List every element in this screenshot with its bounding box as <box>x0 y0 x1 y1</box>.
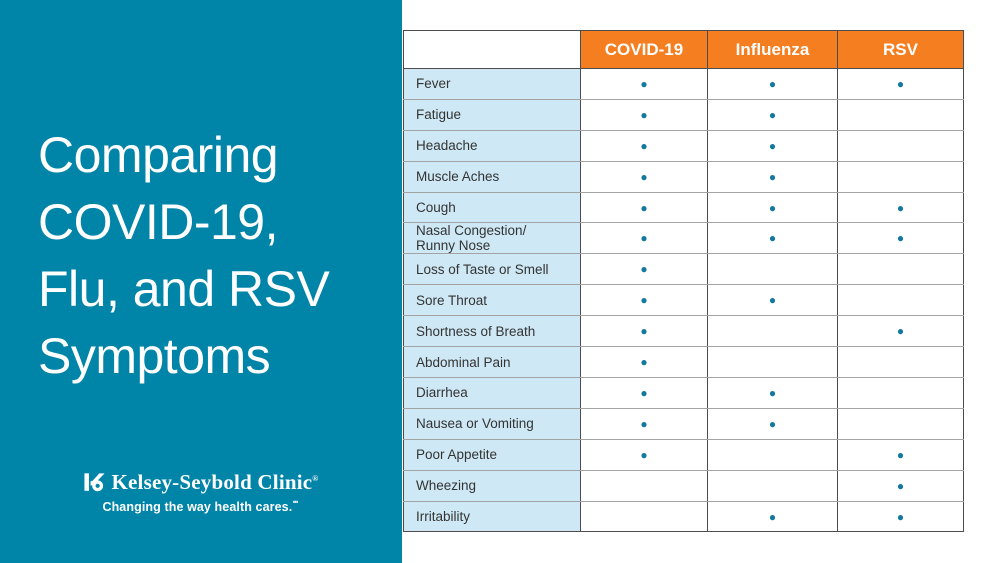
covid-dot-cell: ● <box>580 98 708 131</box>
table-row: Shortness of Breath ● ● <box>403 315 964 348</box>
brand-name: Kelsey-Seybold Clinic® <box>111 470 319 494</box>
column-header-rsv: RSV <box>837 30 964 69</box>
influenza-dot-cell: ● <box>707 222 838 255</box>
symptom-label: Diarrhea <box>403 377 581 409</box>
influenza-dot-cell: ● <box>707 377 838 409</box>
symptom-label: Muscle Aches <box>403 160 581 193</box>
covid-dot-cell: ● <box>580 68 708 100</box>
symptom-label: Abdominal Pain <box>403 346 581 379</box>
symptom-label: Nasal Congestion/ Runny Nose <box>403 222 581 255</box>
covid-dot-cell: ● <box>580 129 708 162</box>
influenza-dot-cell: ● <box>707 160 838 193</box>
symptom-comparison-table: COVID-19 Influenza RSV Fever ● ● ● Fatig… <box>403 30 964 533</box>
covid-dot-cell <box>580 469 708 502</box>
brand-logo: Kelsey-Seybold Clinic® Changing the way … <box>0 470 402 514</box>
influenza-dot-cell: ● <box>707 500 838 533</box>
table-row: Headache ● ● <box>403 129 964 162</box>
table-row: Abdominal Pain ● <box>403 346 964 379</box>
title-line-1: Comparing <box>38 127 279 183</box>
influenza-dot-cell <box>707 346 838 379</box>
rsv-dot-cell <box>837 346 964 379</box>
corner-cell <box>403 30 581 69</box>
symptom-label: Headache <box>403 129 581 162</box>
title-line-3: Flu, and RSV <box>38 261 330 317</box>
rsv-dot-cell <box>837 98 964 131</box>
rsv-dot-cell: ● <box>837 315 964 348</box>
table-row: Nausea or Vomiting ● ● <box>403 407 964 440</box>
symptom-label: Fatigue <box>403 98 581 131</box>
influenza-dot-cell <box>707 469 838 502</box>
header-row: COVID-19 Influenza RSV <box>403 30 964 69</box>
covid-dot-cell: ● <box>580 407 708 440</box>
table-row: Diarrhea ● ● <box>403 377 964 409</box>
service-mark: ℠ <box>292 501 300 508</box>
covid-dot-cell: ● <box>580 222 708 255</box>
table-row: Cough ● ● ● <box>403 191 964 224</box>
rsv-dot-cell <box>837 377 964 409</box>
column-header-covid: COVID-19 <box>580 30 708 69</box>
symptom-label: Poor Appetite <box>403 438 581 471</box>
table-row: Loss of Taste or Smell ● <box>403 253 964 286</box>
rsv-dot-cell: ● <box>837 191 964 224</box>
table-row: Poor Appetite ● ● <box>403 438 964 471</box>
symptom-label: Wheezing <box>403 469 581 502</box>
influenza-dot-cell <box>707 438 838 471</box>
title-line-4: Symptoms <box>38 328 271 384</box>
influenza-dot-cell: ● <box>707 68 838 100</box>
rsv-dot-cell <box>837 129 964 162</box>
page-title: Comparing COVID-19, Flu, and RSV Symptom… <box>38 122 330 390</box>
rsv-dot-cell: ● <box>837 469 964 502</box>
covid-dot-cell: ● <box>580 438 708 471</box>
symptom-label: Fever <box>403 68 581 100</box>
influenza-dot-cell: ● <box>707 284 838 317</box>
rsv-dot-cell: ● <box>837 68 964 100</box>
symptom-label: Cough <box>403 191 581 224</box>
rsv-dot-cell: ● <box>837 438 964 471</box>
symptom-label: Nausea or Vomiting <box>403 407 581 440</box>
covid-dot-cell: ● <box>580 160 708 193</box>
table-row: Sore Throat ● ● <box>403 284 964 317</box>
symptom-label: Sore Throat <box>403 284 581 317</box>
column-header-influenza: Influenza <box>707 30 838 69</box>
rsv-dot-cell: ● <box>837 222 964 255</box>
influenza-dot-cell: ● <box>707 98 838 131</box>
covid-dot-cell: ● <box>580 315 708 348</box>
influenza-dot-cell <box>707 253 838 286</box>
table-row: Muscle Aches ● ● <box>403 160 964 193</box>
table-row: Nasal Congestion/ Runny Nose ● ● ● <box>403 222 964 255</box>
covid-dot-cell: ● <box>580 284 708 317</box>
symptom-label: Irritability <box>403 500 581 533</box>
covid-dot-cell <box>580 500 708 533</box>
influenza-dot-cell <box>707 315 838 348</box>
table-row: Fatigue ● ● <box>403 98 964 131</box>
title-line-2: COVID-19, <box>38 194 279 250</box>
rsv-dot-cell <box>837 284 964 317</box>
influenza-dot-cell: ● <box>707 129 838 162</box>
rsv-dot-cell <box>837 253 964 286</box>
covid-dot-cell: ● <box>580 191 708 224</box>
table-row: Irritability ● ● <box>403 500 964 533</box>
influenza-dot-cell: ● <box>707 191 838 224</box>
rsv-dot-cell <box>837 160 964 193</box>
rsv-dot-cell: ● <box>837 500 964 533</box>
registered-mark: ® <box>312 474 319 483</box>
title-panel: Comparing COVID-19, Flu, and RSV Symptom… <box>0 0 402 563</box>
symptom-label: Shortness of Breath <box>403 315 581 348</box>
covid-dot-cell: ● <box>580 346 708 379</box>
covid-dot-cell: ● <box>580 253 708 286</box>
rsv-dot-cell <box>837 407 964 440</box>
symptom-label: Loss of Taste or Smell <box>403 253 581 286</box>
table-row: Wheezing ● <box>403 469 964 502</box>
brand-tagline: Changing the way health cares.℠ <box>102 500 300 515</box>
table-row: Fever ● ● ● <box>403 68 964 100</box>
covid-dot-cell: ● <box>580 377 708 409</box>
influenza-dot-cell: ● <box>707 407 838 440</box>
kelsey-seybold-k-icon <box>83 473 105 492</box>
